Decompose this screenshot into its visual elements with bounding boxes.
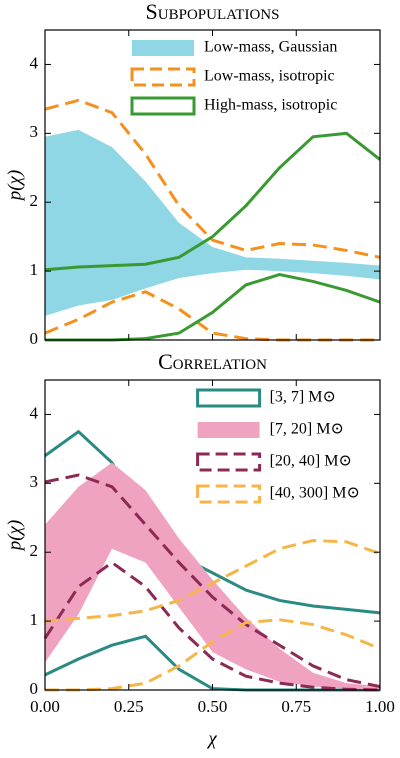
- legend-label: Low-mass, Gaussian: [204, 39, 337, 56]
- y-axis-label: p(χ): [4, 520, 25, 553]
- line-lower: [45, 618, 381, 692]
- panel: Subpopulations p(χ) 0 1 2 3 4 Low-mass, Gaussia…: [4, 0, 381, 348]
- x-tick-label: 0.50: [198, 697, 228, 716]
- y-tick-label: 4: [30, 53, 39, 72]
- legend-swatch: [196, 452, 262, 472]
- y-tick-label: 1: [30, 260, 39, 279]
- x-tick-label: 1.00: [365, 697, 395, 716]
- band: [45, 129, 380, 316]
- y-tick-label: 3: [30, 472, 39, 491]
- y-tick-label: 1: [30, 610, 39, 629]
- y-tick-label: 2: [30, 191, 39, 210]
- x-tick-label: 0.75: [281, 697, 311, 716]
- legend-swatch: [130, 67, 196, 87]
- panel-title: Correlation: [158, 349, 267, 374]
- panel: Correlation p(χ) χ 0 1 2 3 4 0.00 0.25 0.50 0.75 1.0…: [4, 349, 395, 749]
- y-axis-label: p(χ): [4, 170, 25, 203]
- legend-label: High-mass, isotropic: [204, 97, 337, 114]
- line-lower: [43, 560, 381, 692]
- y-tick-label: 3: [30, 122, 39, 141]
- line-upper: [44, 539, 381, 623]
- x-tick-label: 0.25: [114, 697, 144, 716]
- line-upper: [44, 131, 381, 272]
- y-tick-label: 2: [30, 541, 39, 560]
- legend-swatch: [196, 388, 262, 408]
- legend-label: [7, 20] M⊙: [270, 421, 344, 438]
- legend-swatch: [130, 96, 196, 116]
- legend-label: [20, 40] M⊙: [270, 453, 352, 470]
- legend-label: [40, 300] M⊙: [270, 485, 360, 502]
- y-tick-label: 0: [30, 329, 39, 348]
- line-upper: [44, 473, 381, 689]
- y-tick-label: 4: [30, 403, 39, 422]
- legend-swatch: [197, 422, 260, 438]
- y-tick-label: 0: [30, 679, 39, 698]
- legend-swatch: [196, 484, 262, 504]
- legend-label: Low-mass, isotropic: [204, 68, 335, 85]
- legend-swatch: [132, 40, 194, 56]
- line-upper: [44, 429, 381, 615]
- x-axis-label: χ: [206, 728, 217, 749]
- x-tick-label: 0.00: [30, 697, 60, 716]
- band: [45, 462, 380, 690]
- panel-title: Subpopulations: [146, 0, 280, 24]
- line-upper: [44, 98, 381, 259]
- legend-label: [3, 7] M⊙: [270, 389, 336, 406]
